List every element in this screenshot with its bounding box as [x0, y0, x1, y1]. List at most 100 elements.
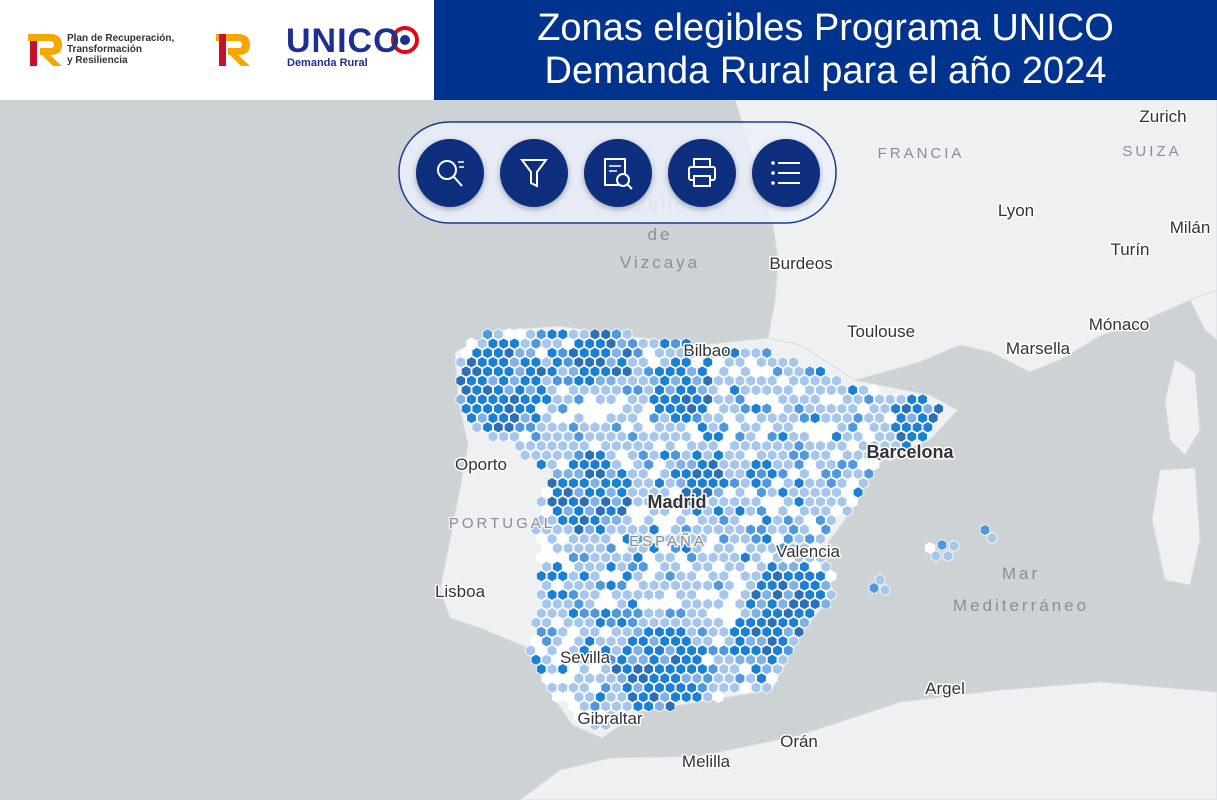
- map-label: Oporto: [455, 455, 507, 474]
- hex-zone: [788, 356, 799, 369]
- hex-zone: [809, 523, 821, 536]
- hex-zone: [681, 672, 692, 685]
- hex-zone: [541, 504, 552, 518]
- hex-zone: [729, 477, 740, 490]
- hex-zone: [573, 337, 585, 350]
- hex-zone: [761, 384, 772, 397]
- hex-zone: [868, 581, 880, 595]
- hex-zone: [734, 635, 746, 648]
- hex-zone: [729, 514, 740, 527]
- hex-zone: [471, 346, 483, 359]
- map-label: Golfo: [632, 196, 688, 215]
- hex-zone: [724, 616, 735, 629]
- hex-zone: [595, 635, 606, 648]
- hex-zone: [595, 709, 606, 722]
- hex-zone: [664, 384, 676, 397]
- hex-zone: [659, 337, 670, 350]
- hex-zone: [579, 570, 590, 583]
- hex-zone: [724, 374, 735, 387]
- hex-zone: [852, 411, 864, 425]
- hex-zone: [616, 393, 628, 406]
- hex-zone: [799, 411, 810, 425]
- hex-zone: [783, 458, 794, 471]
- hex-zone: [595, 597, 606, 611]
- hex-zone: [788, 560, 799, 573]
- hex-zone: [707, 532, 719, 545]
- hex-zone: [718, 365, 730, 378]
- hex-zone: [761, 458, 772, 471]
- hex-zone: [756, 616, 767, 629]
- hex-zone: [579, 495, 590, 508]
- hex-zone: [804, 365, 815, 378]
- hex-zone: [573, 579, 585, 592]
- hex-zone: [820, 430, 832, 443]
- hex-zone: [643, 384, 654, 397]
- hex-zone: [761, 514, 772, 527]
- hex-zone: [595, 672, 606, 685]
- hex-zone: [611, 495, 622, 508]
- hex-zone: [579, 439, 590, 452]
- hex-zone: [536, 588, 547, 601]
- hex-zone: [530, 393, 542, 406]
- hex-zone: [643, 346, 654, 359]
- hex-zone: [648, 579, 660, 592]
- hex-zone: [788, 616, 799, 629]
- hex-zone: [670, 616, 681, 629]
- hex-zone: [632, 514, 644, 527]
- hex-zone: [541, 635, 552, 648]
- hex-zone: [568, 681, 579, 694]
- hex-zone: [648, 374, 660, 387]
- hex-zone: [713, 542, 724, 555]
- hex-zone: [466, 374, 477, 387]
- hex-zone: [820, 504, 832, 518]
- hex-zone: [541, 486, 552, 499]
- hex-zone: [777, 393, 789, 406]
- hex-zone: [616, 337, 628, 350]
- hex-zone: [815, 421, 826, 434]
- hex-zone: [906, 411, 917, 425]
- hex-zone: [584, 635, 595, 648]
- hex-zone: [584, 709, 595, 722]
- hex-zone: [546, 346, 558, 359]
- hex-zone: [476, 393, 488, 406]
- hex-zone: [815, 458, 826, 471]
- hex-zone: [589, 402, 601, 415]
- hex-zone: [573, 560, 585, 573]
- hex-zone: [589, 458, 601, 471]
- hex-zone: [589, 681, 601, 694]
- hex-zone: [638, 356, 649, 369]
- hex-zone: [681, 597, 692, 611]
- hex-zone: [745, 486, 756, 499]
- hex-zone: [611, 532, 622, 545]
- hex-zone: [611, 681, 622, 694]
- hex-zone: [858, 384, 869, 397]
- hex-zone: [546, 402, 558, 415]
- hex-zone: [648, 616, 660, 629]
- hex-zone: [460, 402, 472, 415]
- hex-zone: [616, 467, 628, 480]
- hex-zone: [611, 663, 622, 676]
- hex-zone: [691, 411, 703, 425]
- hex-zone: [605, 393, 617, 406]
- hex-zone: [573, 672, 585, 685]
- hex-zone: [766, 449, 778, 462]
- hex-zone: [681, 616, 692, 629]
- hex-zone: [713, 467, 724, 480]
- hex-zone: [766, 672, 778, 685]
- hex-zone: [552, 523, 563, 536]
- hex-zone: [885, 411, 896, 425]
- hex-zone: [654, 495, 665, 508]
- hex-zone: [740, 514, 751, 527]
- hex-zone: [697, 532, 708, 545]
- hex-zone: [761, 681, 772, 694]
- hex-zone: [579, 588, 590, 601]
- hex-zone: [772, 439, 783, 452]
- hex-zone: [793, 532, 805, 545]
- hex-zone: [831, 393, 842, 406]
- hex-zone: [729, 365, 740, 378]
- hex-zone: [777, 523, 789, 536]
- hex-zone: [718, 439, 730, 452]
- hex-zone: [455, 356, 467, 369]
- hex-zone: [745, 579, 756, 592]
- map-label: FRANCIA: [878, 145, 965, 162]
